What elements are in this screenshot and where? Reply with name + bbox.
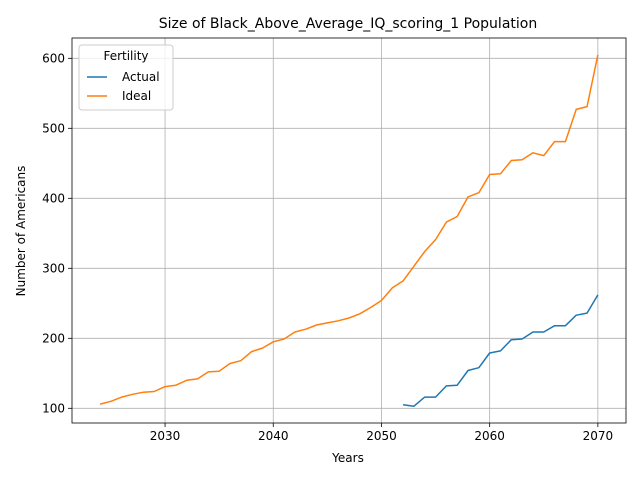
x-tick-label: 2070 (583, 429, 614, 443)
legend-title: Fertility (103, 49, 148, 63)
y-tick-label: 200 (42, 331, 65, 345)
y-axis-ticks: 100 200 300 400 500 600 (42, 51, 72, 415)
y-axis-label: Number of Americans (14, 166, 28, 297)
y-tick-label: 400 (42, 191, 65, 205)
legend-label-ideal: Ideal (122, 89, 151, 103)
x-axis-label: Years (331, 451, 364, 465)
y-tick-label: 300 (42, 261, 65, 275)
legend-box (78, 44, 174, 111)
x-tick-label: 2050 (366, 429, 397, 443)
y-tick-label: 100 (42, 401, 65, 415)
x-axis-ticks: 2030 2040 2050 2060 2070 (150, 423, 613, 443)
chart-title: Size of Black_Above_Average_IQ_scoring_1… (159, 16, 537, 32)
series-line-actual (403, 294, 599, 407)
x-tick-label: 2030 (150, 429, 181, 443)
y-tick-label: 600 (42, 51, 65, 65)
legend: Fertility Actual Ideal (78, 44, 174, 111)
plot-frame (71, 37, 627, 424)
series-line-ideal (99, 54, 599, 405)
series-layer (99, 54, 599, 407)
x-tick-label: 2060 (474, 429, 505, 443)
x-tick-label: 2040 (258, 429, 289, 443)
legend-label-actual: Actual (122, 70, 160, 84)
y-tick-label: 500 (42, 121, 65, 135)
